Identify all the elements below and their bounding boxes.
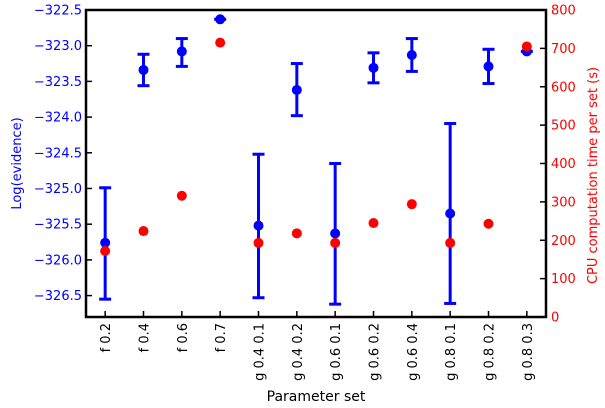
right-tick-label: 700 [551, 42, 576, 57]
evidence-point [368, 62, 379, 73]
cpu-time-point [483, 218, 494, 229]
evidence-point [138, 64, 149, 75]
evidence-point [100, 237, 111, 248]
left-tick-label: −326.0 [34, 253, 82, 268]
x-tick-label: g 0.8 0.1 [444, 323, 459, 381]
right-tick-label: 400 [551, 157, 576, 172]
x-tick-label: g 0.6 0.4 [406, 323, 421, 381]
right-tick-label: 800 [551, 4, 576, 19]
evidence-point [176, 46, 187, 57]
data-points [100, 14, 532, 256]
x-tick-label: g 0.8 0.3 [521, 323, 536, 381]
cpu-time-point [253, 237, 264, 248]
y-axis-label-left: Log(evidence) [10, 117, 25, 209]
cpu-time-point [138, 226, 149, 237]
cpu-time-point [521, 41, 532, 52]
cpu-time-point [291, 228, 302, 239]
cpu-time-point [406, 199, 417, 210]
cpu-time-point [176, 190, 187, 201]
y-axis-label-right: CPU computation time per set (s) [586, 67, 601, 284]
x-tick-label: f 0.4 [138, 323, 153, 352]
cpu-time-point [368, 217, 379, 228]
cpu-time-point [330, 237, 341, 248]
left-tick-label: −322.5 [34, 4, 82, 19]
x-tick-label: g 0.8 0.2 [483, 323, 498, 381]
right-tick-label: 100 [551, 272, 576, 287]
evidence-point [330, 228, 341, 239]
right-tick-label: 500 [551, 119, 576, 134]
plot-frame [84, 8, 548, 319]
evidence-point [291, 84, 302, 95]
cpu-time-point [445, 237, 456, 248]
evidence-point [483, 61, 494, 72]
evidence-point [406, 49, 417, 60]
x-axis: f 0.2 f 0.4 f 0.6 f 0.7 g 0.4 0.1 g 0.4 0.2 g … [99, 311, 536, 381]
x-tick-label: g 0.6 0.2 [368, 323, 383, 381]
x-tick-label: f 0.7 [214, 323, 229, 352]
x-tick-label: g 0.4 0.1 [253, 323, 268, 381]
cpu-time-point [215, 37, 226, 48]
left-tick-label: −326.5 [34, 289, 82, 304]
evidence-point [215, 14, 226, 25]
x-axis-label: Parameter set [267, 389, 366, 405]
left-tick-label: −325.0 [34, 182, 82, 197]
x-tick-label: g 0.6 0.1 [329, 323, 344, 381]
cpu-time-point [100, 245, 111, 256]
evidence-point [253, 220, 264, 231]
left-tick-label: −323.5 [34, 75, 82, 90]
x-tick-label: f 0.2 [99, 323, 114, 352]
left-tick-label: −323.0 [34, 39, 82, 54]
right-axis: 0 100 200 300 400 500 600 700 800 [540, 4, 576, 326]
error-bars [99, 17, 533, 306]
right-tick-label: 200 [551, 234, 576, 249]
left-tick-label: −324.0 [34, 111, 82, 126]
right-tick-label: 600 [551, 80, 576, 95]
left-tick-label: −324.5 [34, 146, 82, 161]
x-tick-label: g 0.4 0.2 [291, 323, 306, 381]
left-axis: −322.5 −323.0 −323.5 −324.0 −324.5 −325.0 −325… [34, 4, 92, 304]
evidence-point [445, 208, 456, 219]
right-tick-label: 300 [551, 195, 576, 210]
left-tick-label: −325.5 [34, 218, 82, 233]
x-tick-label: f 0.6 [176, 323, 191, 352]
right-tick-label: 0 [551, 311, 559, 326]
